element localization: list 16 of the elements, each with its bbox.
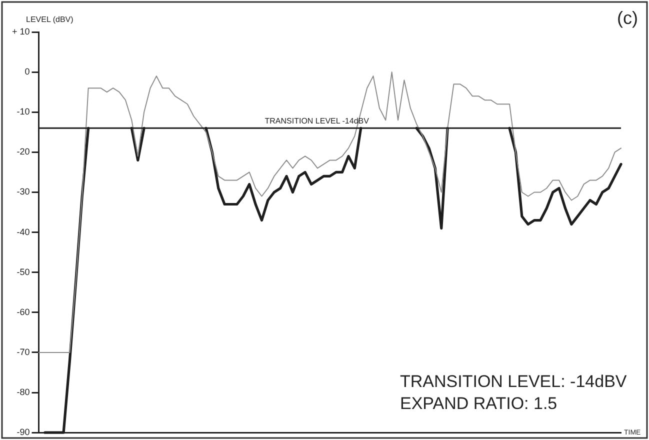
y-tick-label: -20 (16, 146, 30, 157)
y-tick-label: -40 (16, 226, 30, 237)
y-tick-label: + 10 (12, 26, 30, 36)
y-tick-label: -10 (16, 106, 30, 117)
y-tick-label: -30 (16, 186, 30, 197)
text: (c) (617, 8, 638, 28)
y-tick-label: -90 (16, 427, 30, 438)
y-axis-title: LEVEL (dBV) (26, 15, 74, 24)
annotation: TRANSITION LEVEL: -14dBV (400, 372, 628, 391)
y-tick-label: -60 (16, 306, 30, 317)
y-tick-label: -50 (16, 266, 30, 277)
y-tick-label: 0 (24, 66, 30, 77)
annotation: EXPAND RATIO: 1.5 (400, 394, 558, 413)
ref-line-label: TRANSITION LEVEL -14dBV (264, 116, 370, 126)
y-tick-label: -70 (16, 346, 30, 357)
y-tick-label: -80 (16, 387, 30, 398)
